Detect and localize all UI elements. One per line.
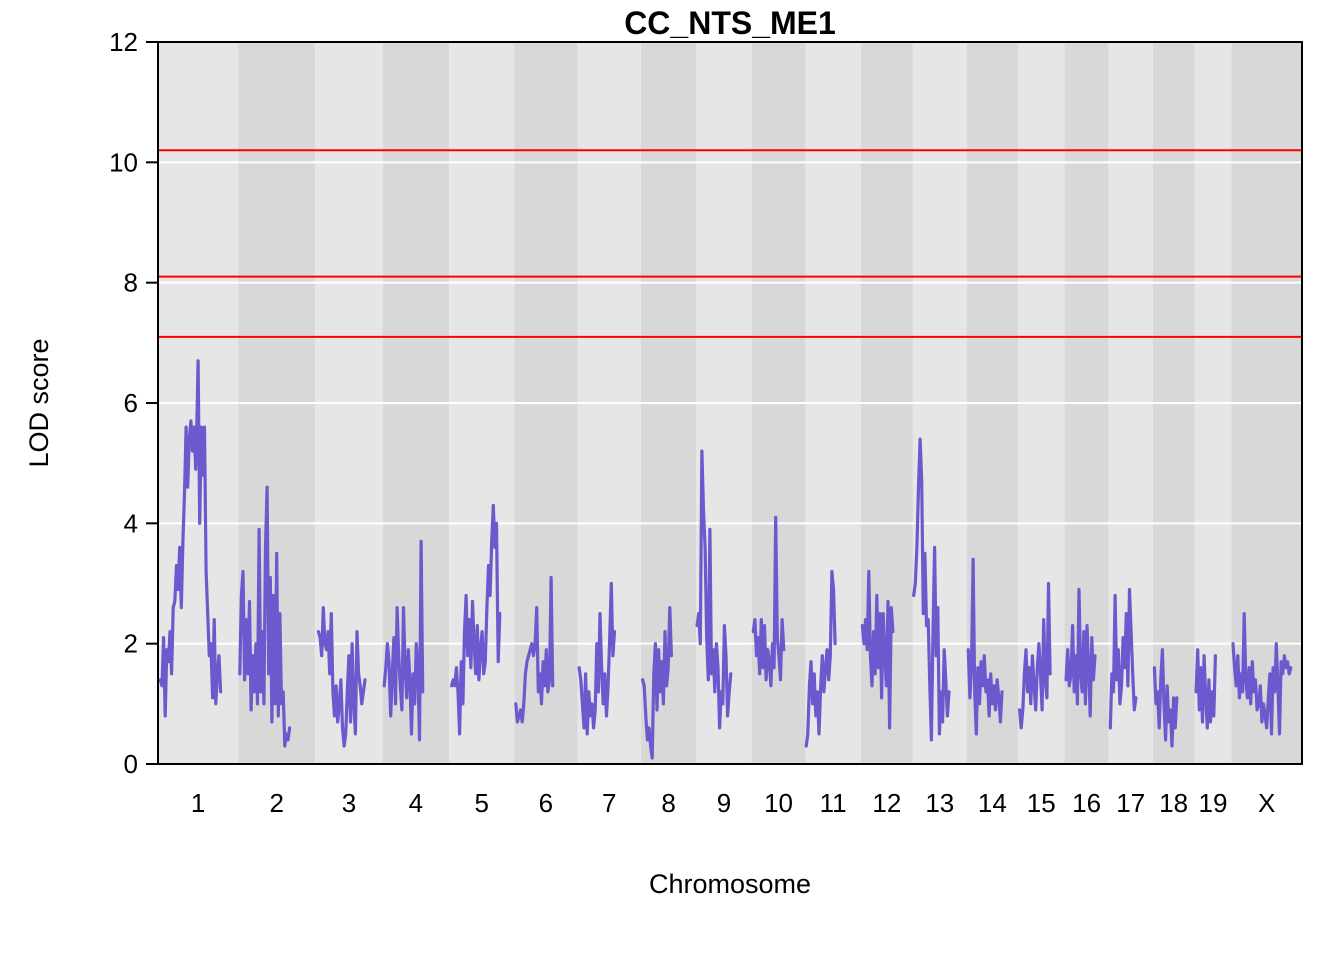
y-axis: 0 2 4 6 8 10 12 <box>109 27 159 779</box>
x-tick-label: 17 <box>1116 788 1145 818</box>
x-tick-label: 13 <box>925 788 954 818</box>
lod-line-segment <box>966 557 1004 736</box>
chart-title: CC_NTS_ME1 <box>624 5 836 41</box>
lod-line-segment <box>1108 587 1138 730</box>
x-tick-label: 16 <box>1072 788 1101 818</box>
lod-line-segment <box>751 515 786 688</box>
lod-line-segment <box>641 606 673 760</box>
y-tick-label: 8 <box>124 268 138 298</box>
gridlines <box>158 161 1302 645</box>
x-tick-label: 15 <box>1027 788 1056 818</box>
y-axis-label: LOD score <box>24 338 54 467</box>
lod-line-segment <box>316 606 367 748</box>
lod-line-segment <box>1231 612 1293 736</box>
y-tick-label: 2 <box>124 629 138 659</box>
x-tick-label: 10 <box>764 788 793 818</box>
x-tick-label: 4 <box>409 788 423 818</box>
x-tick-label: X <box>1258 788 1275 818</box>
x-tick-label: 8 <box>661 788 675 818</box>
lod-line-segment <box>238 485 292 748</box>
lod-line-segment <box>912 437 951 742</box>
x-tick-label: 11 <box>820 788 847 818</box>
x-tick-label: 7 <box>602 788 616 818</box>
x-tick-label: 18 <box>1159 788 1188 818</box>
y-tick-label: 4 <box>124 508 138 538</box>
lod-line-segment <box>514 575 555 724</box>
x-tick-label: 1 <box>191 788 205 818</box>
lod-line-segment <box>1064 587 1097 718</box>
threshold-lines <box>158 149 1302 338</box>
lod-line-segment <box>1194 648 1217 730</box>
x-tick-label: 9 <box>717 788 731 818</box>
lod-line-segment <box>450 503 502 736</box>
lod-line-segment <box>695 449 733 730</box>
lod-line-segment <box>860 569 895 730</box>
x-tick-label: 3 <box>342 788 356 818</box>
lod-line-segment <box>382 539 425 742</box>
lod-line-segment <box>577 581 617 736</box>
x-tick-label: 2 <box>269 788 283 818</box>
x-tick-label: 6 <box>539 788 553 818</box>
x-tick-label: 5 <box>474 788 488 818</box>
lod-line-segment <box>804 569 837 748</box>
y-tick-label: 0 <box>124 749 138 779</box>
y-tick-label: 6 <box>124 388 138 418</box>
x-tick-label: 12 <box>872 788 901 818</box>
y-tick-label: 12 <box>109 27 138 57</box>
lod-line-segment <box>158 359 223 718</box>
x-axis-label: Chromosome <box>649 869 811 899</box>
x-axis: 1 2 3 4 5 6 7 8 9 10 11 12 13 14 15 16 17 18 19 X <box>191 788 1275 818</box>
x-tick-label: 19 <box>1198 788 1227 818</box>
lod-line-segment <box>1152 648 1179 748</box>
y-tick-label: 10 <box>109 147 138 177</box>
lod-line-segment <box>1018 581 1052 730</box>
x-tick-label: 14 <box>978 788 1007 818</box>
lod-series <box>158 359 1293 760</box>
